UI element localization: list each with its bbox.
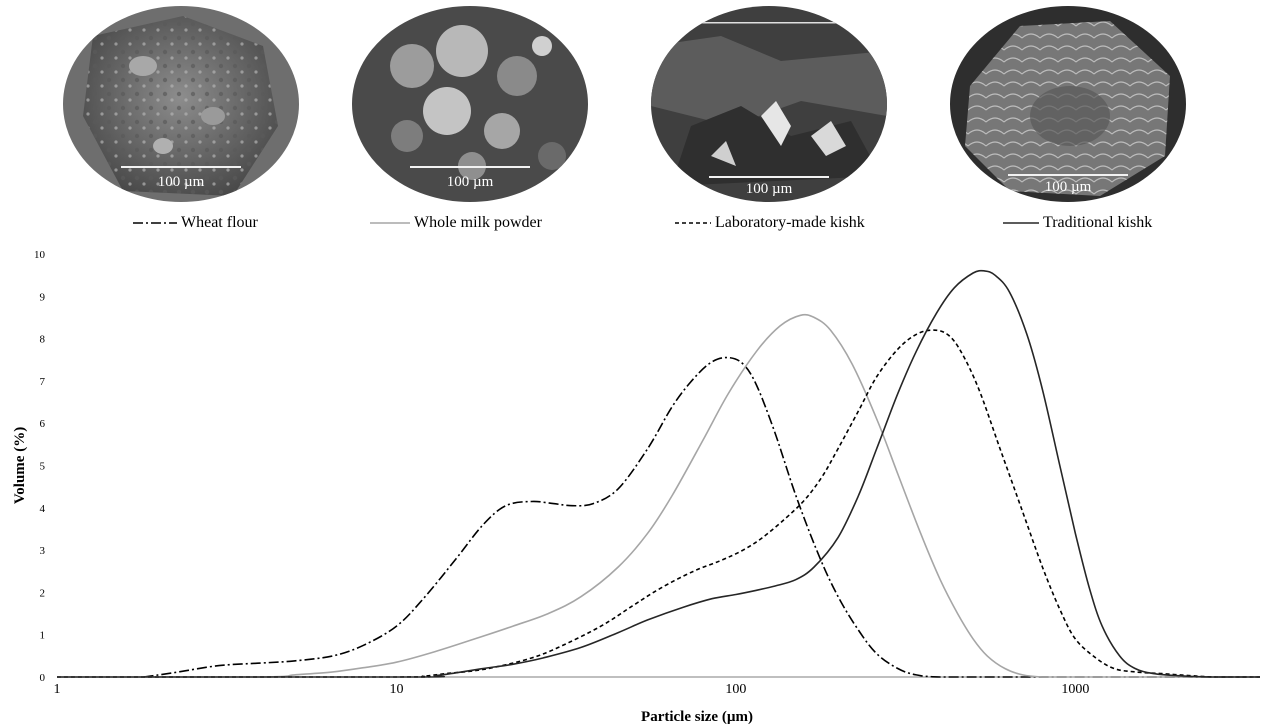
scale-label: 100 µm — [446, 174, 494, 190]
series-line-wheat-flour — [143, 356, 1260, 678]
legend-item-laboratory-made-kishk: Laboratory-made kishk — [675, 214, 865, 232]
y-tick-labels: 0 1 2 3 4 5 6 7 8 9 10 — [34, 249, 46, 684]
y-axis-title: Volume (%) — [12, 427, 28, 504]
scale-label: 100 µm — [745, 181, 793, 197]
micrograph-row: 100 µm 100 µm 100 µm — [0, 0, 1264, 210]
y-tick-label: 2 — [40, 587, 46, 599]
y-tick-label: 6 — [40, 418, 46, 430]
legend-item-traditional-kishk: Traditional kishk — [1003, 214, 1152, 232]
scale-label: 100 µm — [1044, 179, 1092, 195]
y-tick-label: 5 — [40, 461, 46, 473]
legend-item-whole-milk-powder: Whole milk powder — [370, 214, 542, 232]
y-tick-label: 7 — [40, 376, 46, 388]
legend-label: Laboratory-made kishk — [715, 214, 865, 231]
y-tick-label: 10 — [34, 249, 46, 261]
x-tick-label: 1 — [54, 682, 61, 697]
y-tick-label: 4 — [40, 503, 46, 515]
x-tick-label: 100 — [725, 682, 746, 697]
series-lines — [57, 269, 1260, 678]
whole-milk-powder-micrograph: 100 µm — [352, 6, 588, 202]
legend-label: Wheat flour — [181, 214, 258, 231]
laboratory-made-kishk-micrograph: 100 µm — [651, 6, 887, 202]
x-tick-labels: 1 10 100 1000 — [54, 682, 1090, 697]
series-line-whole-milk-powder — [57, 313, 1260, 678]
series-line-traditional-kishk — [57, 269, 1260, 678]
x-tick-label: 1000 — [1061, 682, 1089, 697]
y-tick-label: 9 — [40, 291, 46, 303]
x-axis-title: Particle size (µm) — [641, 709, 753, 725]
y-tick-label: 8 — [40, 334, 46, 346]
traditional-kishk-micrograph: 100 µm — [950, 6, 1186, 202]
y-tick-label: 3 — [40, 545, 46, 557]
y-tick-label: 0 — [40, 672, 46, 684]
scale-label: 100 µm — [157, 174, 205, 190]
legend-item-wheat-flour: Wheat flour — [133, 214, 258, 232]
wheat-flour-micrograph: 100 µm — [63, 6, 299, 202]
series-line-laboratory-made-kishk — [57, 329, 1260, 678]
x-tick-label: 10 — [389, 682, 403, 697]
legend-label: Whole milk powder — [414, 214, 542, 231]
chart-legend: Wheat flour Whole milk powder Laboratory… — [0, 212, 1264, 236]
legend-label: Traditional kishk — [1043, 214, 1153, 231]
y-tick-label: 1 — [40, 630, 46, 642]
